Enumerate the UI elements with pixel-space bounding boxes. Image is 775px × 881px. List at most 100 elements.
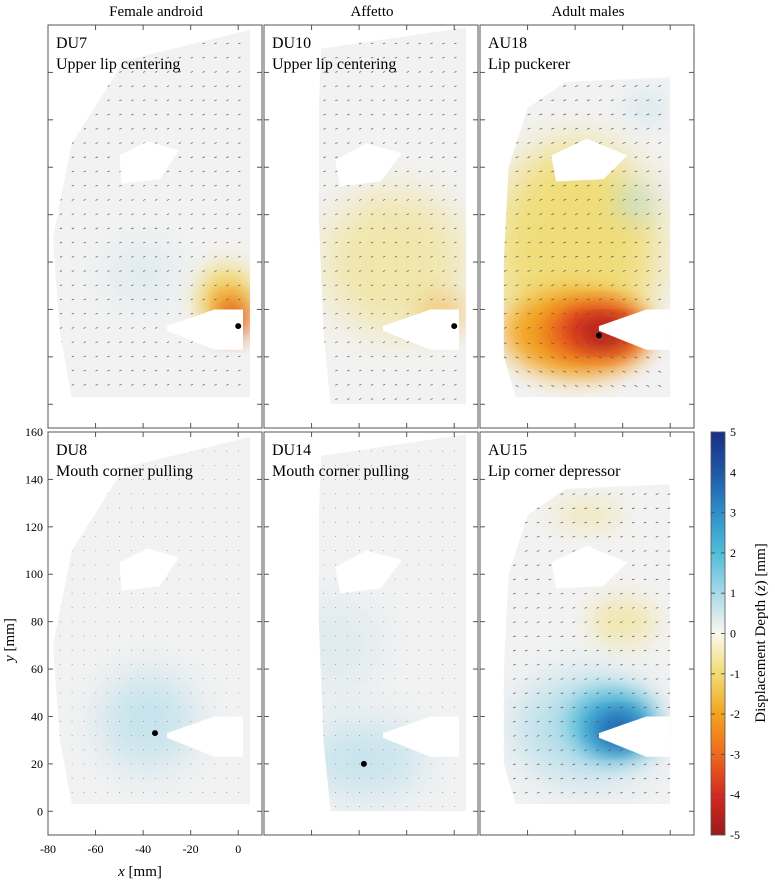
vector-arrow [622,227,626,230]
vector-arrow [620,465,623,466]
vector-arrow [655,706,659,709]
vector-arrow [619,678,623,680]
vector-arrow [226,213,229,215]
vector-arrow [59,327,63,329]
vector-arrow [551,356,555,359]
vector-arrow [551,85,555,87]
vector-arrow [548,535,552,538]
vector-arrow [59,184,63,187]
vector-arrow [358,341,362,343]
vector-arrow [563,400,566,401]
vector-arrow [503,298,507,301]
vector-arrow [430,255,433,258]
vector-arrow [598,356,602,359]
vector-arrow [214,399,216,400]
vector-arrow [528,43,531,44]
vector-arrow [382,71,386,73]
vector-arrow [312,199,314,200]
vector-arrow [561,807,564,808]
vector-arrow [512,592,516,595]
vector-arrow [551,298,555,301]
vector-arrow [131,42,134,45]
vector-arrow [503,535,504,538]
vector-arrow [561,451,564,452]
vector-arrow [492,213,495,214]
vector-arrow [619,706,623,709]
vector-arrow [83,341,87,343]
vector-arrow [347,28,350,31]
vector-arrow [142,199,146,201]
vector-arrow [551,326,555,329]
vector-arrow [539,170,543,173]
vector-arrow [631,535,635,538]
mouth-hole [598,716,671,757]
vector-arrow [515,213,519,215]
vector-arrow [563,326,567,329]
vector-arrow [667,535,671,538]
vector-arrow [166,199,170,201]
vector-arrow [300,128,302,129]
vector-arrow [619,763,623,766]
vector-arrow [276,214,278,215]
vector-arrow [382,241,386,244]
vector-arrow [572,621,576,623]
vector-arrow [560,663,564,666]
vector-arrow [406,213,410,215]
vector-arrow [347,142,350,144]
vector-arrow [644,465,647,466]
vector-arrow [347,227,350,230]
face-map [52,436,251,805]
vector-arrow [288,199,290,200]
vector-arrow [191,399,193,400]
vector-arrow [608,749,611,751]
vector-arrow [226,284,229,287]
vector-arrow [454,71,457,73]
vector-arrow [572,663,576,666]
vector-arrow [238,399,240,400]
vector-arrow [276,342,278,343]
vector-arrow [107,42,110,45]
vector-arrow [119,184,122,187]
vector-arrow [501,437,504,438]
vector-arrow [300,384,302,385]
vector-arrow [95,327,98,329]
vector-arrow [71,142,75,144]
vector-arrow [527,127,531,130]
vector-arrow [503,621,504,623]
vector-arrow [190,56,194,59]
vector-arrow [131,284,134,287]
vector-arrow [335,199,338,201]
vector-arrow [107,241,110,244]
vector-arrow [238,56,241,59]
vector-arrow [610,298,614,301]
vector-arrow [288,228,290,229]
vector-arrow [503,592,504,595]
vector-arrow [406,384,410,386]
vector-arrow [587,71,590,72]
vector-arrow [656,437,659,438]
vector-arrow [190,227,194,230]
vector-arrow [202,184,205,187]
vector-arrow [658,400,661,401]
panel-name: Upper lip centering [272,56,396,73]
vector-arrow [288,342,290,343]
vector-arrow [288,370,290,371]
vector-arrow [95,312,98,315]
vector-arrow [655,564,659,566]
vector-arrow [548,578,552,581]
panel-name: Lip puckerer [488,56,571,73]
vector-arrow [179,399,181,400]
vector-arrow [430,85,433,87]
vector-arrow [537,451,540,452]
vector-arrow [166,270,170,272]
vector-arrow [503,521,504,524]
vector-arrow [312,342,314,343]
vector-arrow [610,113,614,116]
colorbar-tick-label: 5 [730,425,736,439]
vector-arrow [394,355,398,358]
vector-arrow [382,369,386,372]
vector-arrow [563,85,567,87]
vector-arrow [430,71,433,73]
